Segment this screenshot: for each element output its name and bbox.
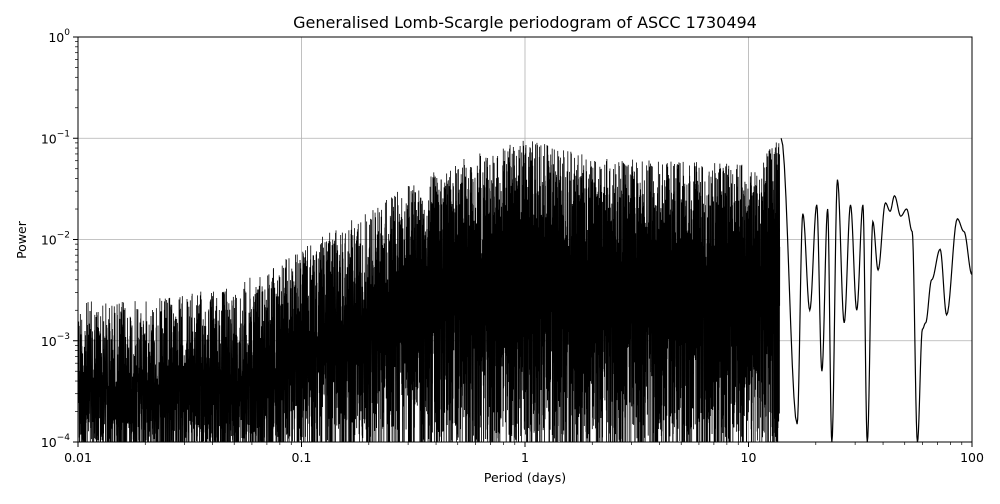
y-tick-label: 10−3 — [41, 332, 70, 349]
y-tick-base: 10 — [41, 334, 57, 349]
y-tick-exponent: −3 — [57, 332, 70, 342]
x-axis-label: Period (days) — [484, 470, 566, 485]
x-tick-label: 10 — [741, 450, 757, 465]
y-tick-label: 100 — [48, 28, 70, 45]
y-tick-label: 10−1 — [41, 129, 70, 146]
y-axis-label: Power — [14, 220, 29, 259]
x-tick-label: 100 — [960, 450, 984, 465]
y-tick-exponent: −4 — [57, 433, 71, 443]
chart-title: Generalised Lomb-Scargle periodogram of … — [293, 13, 757, 32]
y-tick-exponent: −2 — [57, 231, 70, 241]
x-axis-ticks: 0.01 0.1 1 10 100 — [64, 442, 984, 465]
y-tick-base: 10 — [41, 435, 57, 450]
periodogram-series — [78, 138, 972, 442]
y-tick-base: 10 — [41, 131, 57, 146]
y-tick-base: 10 — [48, 30, 64, 45]
dense-periodogram-line — [78, 140, 781, 442]
y-tick-base: 10 — [41, 233, 57, 248]
sparse-periodogram-line — [780, 138, 972, 442]
y-tick-exponent: −1 — [57, 129, 70, 139]
y-tick-exponent: 0 — [64, 28, 70, 38]
x-tick-label: 0.1 — [292, 450, 312, 465]
x-tick-label: 1 — [521, 450, 529, 465]
x-tick-label: 0.01 — [64, 450, 92, 465]
y-tick-label: 10−2 — [41, 231, 70, 248]
y-tick-label: 10−4 — [41, 433, 70, 450]
